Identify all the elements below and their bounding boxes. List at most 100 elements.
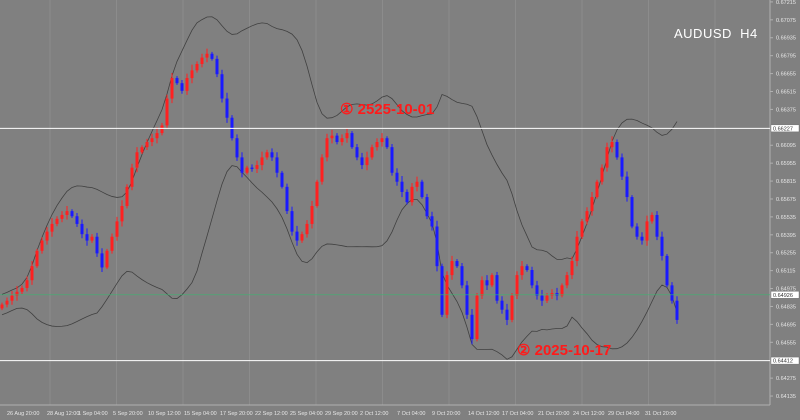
candle-body [190,70,194,79]
candle-body [365,157,369,166]
price-level-label: 0.64926 [773,293,793,299]
candle-body [140,147,144,153]
bollinger-upper-band [1,16,678,295]
x-tick-label: 15 Sep 04:00 [184,411,217,417]
timeframe-label: H4 [740,26,758,41]
candle-body [185,78,189,91]
candle-body [120,206,124,222]
annotation-1: ① 2525-10-01 [340,101,435,118]
candle-body [640,236,644,241]
candle-body [65,211,69,215]
candle-body [125,186,129,207]
candle-body [420,181,424,198]
candle-body [5,300,9,305]
candle-body [170,78,174,99]
candle-body [180,83,184,91]
y-tick-label: 0.64975 [776,287,796,293]
x-tick-label: 26 Aug 20:00 [7,411,39,417]
x-tick-label: 25 Sep 04:00 [290,411,323,417]
candle-body [415,181,419,187]
candle-body [275,157,279,173]
candle-body [595,181,599,198]
candle-body [615,142,619,158]
candle-body [540,295,544,301]
candle-body [100,253,104,268]
candle-body [25,280,29,288]
candle-body [245,167,249,173]
candle-body [330,135,334,139]
candle-body [530,270,534,286]
candle-body [465,285,469,315]
x-tick-label: 1 Sep 04:00 [78,411,108,417]
candle-body [205,53,209,58]
candle-body [60,214,64,219]
candle-body [300,234,304,241]
candle-body [635,226,639,237]
candle-body [150,138,154,143]
candle-body [430,216,434,227]
candle-body [220,74,224,99]
candle-body [520,266,524,276]
candle-body [590,197,594,212]
candle-body [250,167,254,169]
candle-body [585,211,589,222]
candle-body [130,167,134,187]
candle-body [565,275,569,286]
candle-body [155,133,159,139]
candle-body [370,147,374,158]
y-tick-label: 0.65535 [776,215,796,221]
candle-body [670,285,674,301]
x-tick-label: 17 Oct 04:00 [502,411,534,417]
y-tick-label: 0.64695 [776,322,796,328]
candle-body [95,236,99,254]
price-level-label: 0.64412 [773,359,793,365]
candle-body [260,157,264,166]
candle-body [0,304,4,309]
candle-body [645,221,649,241]
candle-body [505,309,509,320]
annotation-2: ② 2025-10-17 [517,342,612,359]
y-tick-label: 0.65955 [776,161,796,167]
y-tick-label: 0.64555 [776,340,796,346]
candle-body [390,147,394,173]
candle-body [665,255,669,286]
candle-body [325,138,329,158]
candle-body [675,300,679,320]
candle-body [340,138,344,143]
candle-body [320,157,324,182]
candle-body [335,135,339,143]
candle-body [555,293,559,296]
candle-body [295,231,299,241]
candle-body [35,250,39,267]
y-tick-label: 0.66795 [776,54,796,60]
candle-body [360,157,364,166]
y-tick-label: 0.65395 [776,233,796,239]
candle-body [625,176,629,198]
x-tick-label: 10 Sep 12:00 [148,411,181,417]
candle-body [110,236,114,251]
candle-body [570,261,574,276]
candle-body [160,125,164,134]
x-tick-label: 9 Oct 20:00 [432,411,460,417]
candle-body [355,147,359,158]
x-tick-label: 29 Sep 20:00 [325,411,358,417]
candle-body [80,223,84,235]
candle-body [580,221,584,237]
candle-body [310,206,314,224]
y-tick-label: 0.64835 [776,304,796,310]
candle-body [135,152,139,168]
candle-body [455,261,459,267]
candle-body [620,157,624,177]
x-tick-label: 22 Sep 12:00 [255,411,288,417]
y-tick-label: 0.65675 [776,197,796,203]
candle-body [600,167,604,182]
candle-body [425,197,429,217]
candle-body [165,98,169,126]
x-tick-label: 5 Sep 20:00 [113,411,143,417]
candle-body [650,214,654,222]
price-level-label: 0.66227 [773,126,793,132]
candle-body [195,63,199,71]
candle-body [660,236,664,256]
x-tick-label: 31 Oct 20:00 [645,411,677,417]
